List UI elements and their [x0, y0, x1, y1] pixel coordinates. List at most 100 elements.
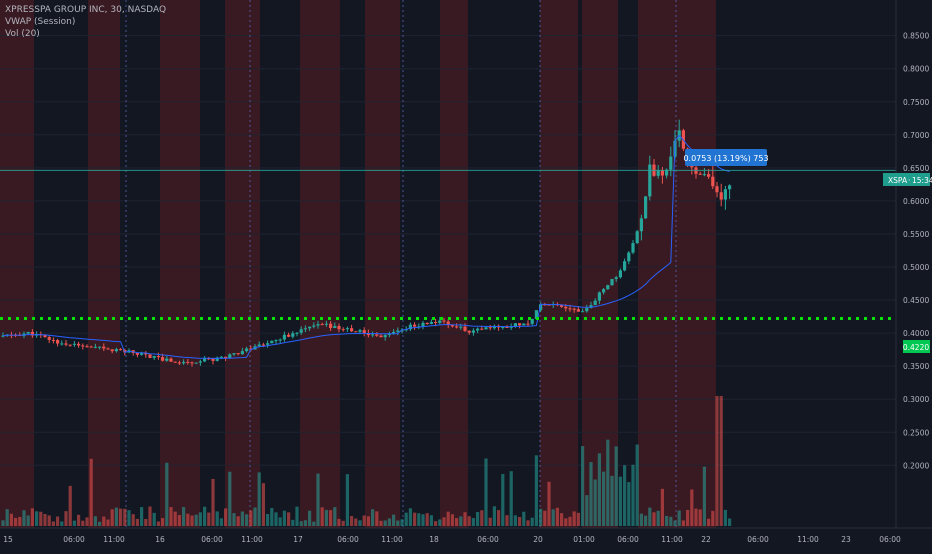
volume-bar-97 — [408, 508, 412, 526]
candle-119 — [501, 326, 505, 330]
candle-154 — [648, 155, 652, 201]
volume-bar-81 — [341, 520, 345, 526]
legend-volume[interactable]: Vol (20) — [5, 29, 40, 39]
volume-bar-56 — [236, 516, 240, 526]
volume-bar-0 — [1, 520, 5, 526]
session-shade-5 — [365, 0, 400, 528]
volume-bar-118 — [497, 510, 501, 526]
level-tag: 0.4220 — [903, 340, 930, 353]
volume-bar-5 — [22, 510, 26, 526]
time-axis: 15 06:00 11:00 16 06:00 11:00 17 06:00 11:00 18 06… — [3, 535, 901, 544]
legend-symbol[interactable]: XPRESSPA GROUP INC, 30, NASDAQ — [5, 5, 167, 15]
candle-22 — [93, 343, 97, 349]
volume-bar-110 — [463, 512, 467, 526]
volume-bar-92 — [387, 518, 391, 526]
candle-35 — [148, 353, 152, 359]
candle-149 — [627, 251, 631, 265]
volume-bar-14 — [60, 521, 64, 526]
volume-bar-71 — [299, 521, 303, 526]
candle-97 — [408, 322, 412, 332]
session-shade-1 — [88, 0, 120, 528]
candle-46 — [194, 362, 198, 364]
volume-bar-76 — [320, 507, 324, 526]
candle-15 — [64, 339, 68, 347]
volume-bar-23 — [98, 521, 102, 526]
time-tick-11: 20 — [533, 535, 543, 544]
volume-bar-147 — [618, 476, 622, 526]
volume-bar-102 — [429, 515, 433, 526]
candle-108 — [455, 323, 459, 329]
session-shade-3 — [225, 0, 260, 528]
volume-bar-114 — [480, 510, 484, 526]
candle-42 — [177, 360, 181, 366]
candle-77 — [324, 320, 328, 327]
price-tick-12: 0.2500 — [903, 428, 929, 437]
volume-bar-137 — [576, 512, 580, 526]
time-tick-14: 11:00 — [661, 535, 683, 544]
volume-bar-155 — [652, 512, 656, 526]
volume-bar-7 — [30, 508, 34, 526]
volume-bar-8 — [35, 511, 39, 526]
volume-bar-170 — [715, 396, 719, 526]
candle-124 — [522, 322, 526, 326]
volume-bar-111 — [467, 516, 471, 526]
volume-bar-85 — [358, 520, 362, 526]
volume-bar-146 — [614, 446, 618, 526]
candle-117 — [492, 324, 496, 330]
volume-bar-54 — [228, 471, 232, 526]
candle-86 — [362, 327, 366, 337]
volume-bar-113 — [476, 511, 480, 526]
volume-bar-72 — [303, 520, 307, 526]
volume-bar-107 — [450, 514, 454, 526]
candle-80 — [337, 323, 341, 333]
candle-100 — [421, 320, 425, 330]
candle-151 — [635, 229, 639, 245]
candle-53 — [224, 356, 228, 362]
candle-91 — [383, 333, 387, 341]
candle-73 — [308, 326, 312, 331]
chart-legend: XPRESSPA GROUP INC, 30, NASDAQ VWAP (Ses… — [5, 4, 166, 40]
volume-bar-50 — [211, 478, 215, 526]
measure-tooltip[interactable]: 0.0753 (13.19%) 753 — [683, 149, 769, 166]
volume-bar-34 — [144, 518, 148, 526]
volume-bar-68 — [287, 512, 291, 526]
time-tick-3: 16 — [155, 535, 165, 544]
candle-104 — [438, 317, 442, 326]
session-shade-10 — [676, 0, 716, 528]
candle-118 — [497, 324, 501, 331]
candle-66 — [278, 338, 282, 344]
price-tick-8: 0.4500 — [903, 296, 929, 305]
volume-bar-41 — [173, 511, 177, 526]
candle-138 — [581, 308, 585, 313]
candle-152 — [639, 214, 643, 241]
volume-bar-11 — [47, 515, 51, 526]
session-shade-6 — [440, 0, 468, 528]
volume-bar-25 — [106, 519, 110, 526]
volume-bar-37 — [156, 521, 160, 526]
price-tick-10: 0.3500 — [903, 362, 929, 371]
volume-bar-124 — [522, 511, 526, 526]
candle-36 — [152, 355, 156, 361]
candle-148 — [623, 258, 627, 272]
candle-98 — [413, 322, 417, 330]
time-tick-15: 22 — [701, 535, 711, 544]
candle-41 — [173, 361, 177, 363]
volume-bar-158 — [665, 515, 669, 526]
candle-48 — [203, 356, 207, 363]
volume-bar-125 — [526, 520, 530, 526]
session-shade-8 — [582, 0, 618, 528]
volume-bar-43 — [182, 507, 186, 526]
candle-171 — [719, 183, 723, 207]
candle-173 — [728, 184, 732, 200]
candle-67 — [282, 331, 286, 342]
legend-vwap[interactable]: VWAP (Session) — [5, 17, 76, 27]
volume-bar-116 — [488, 517, 492, 526]
candle-89 — [375, 332, 379, 337]
candle-170 — [715, 182, 719, 198]
volume-bar-165 — [694, 508, 698, 526]
time-tick-16: 06:00 — [747, 535, 769, 544]
volume-bar-4 — [18, 516, 22, 526]
volume-bar-101 — [425, 513, 429, 526]
